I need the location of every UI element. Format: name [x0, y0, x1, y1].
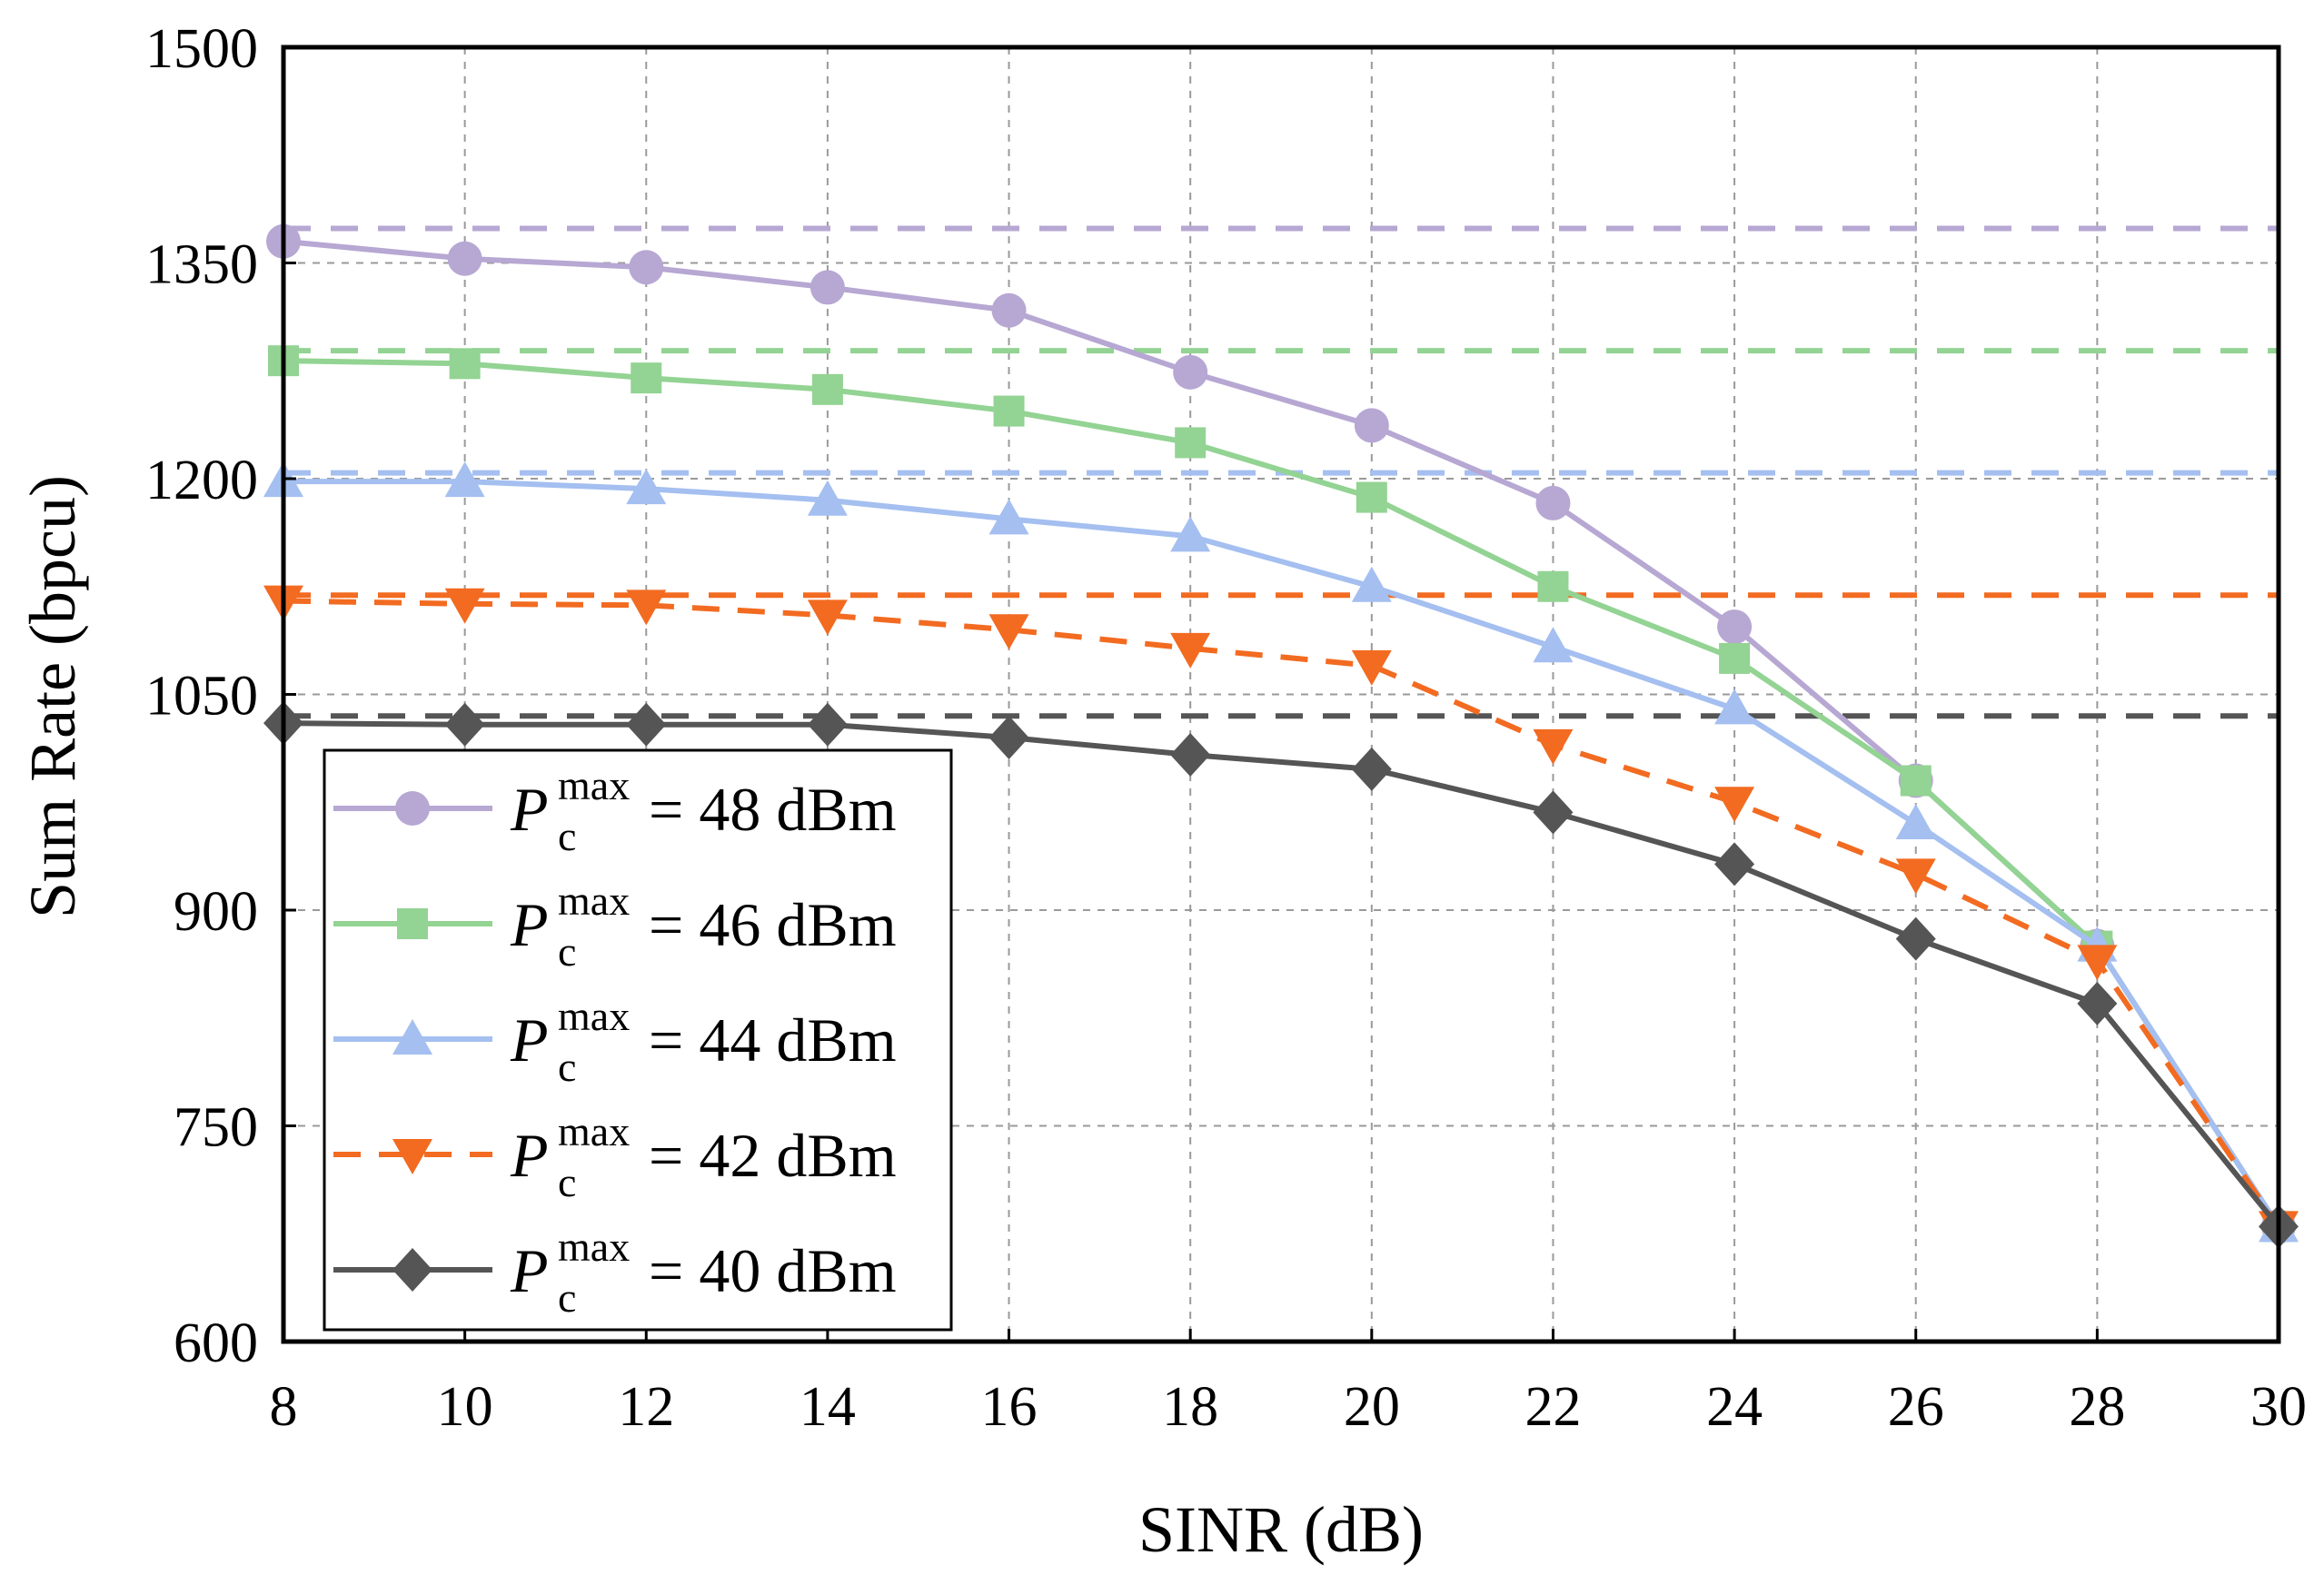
x-tick-label: 20 [1344, 1376, 1400, 1438]
data-point [812, 374, 843, 405]
y-tick-label: 600 [174, 1312, 258, 1374]
legend-subscript: c [558, 813, 576, 859]
data-point [810, 270, 845, 304]
y-tick-label: 1500 [145, 18, 258, 80]
y-tick-label: 750 [174, 1097, 258, 1159]
x-tick-label: 30 [2250, 1376, 2307, 1438]
legend-subscript: c [558, 1159, 576, 1205]
x-tick-label: 16 [981, 1376, 1038, 1438]
legend-value: = 40 dBm [649, 1236, 897, 1305]
y-tick-label: 1350 [145, 234, 258, 296]
data-point [448, 242, 482, 276]
y-tick-label: 1050 [145, 666, 258, 728]
data-point [994, 396, 1025, 427]
sum-rate-chart: 8 10 12 14 16 18 20 22 24 26 28 30 600 750 900 1050 1200… [0, 0, 2324, 1575]
legend-value: = 48 dBm [649, 775, 897, 844]
y-tick-label: 900 [174, 881, 258, 943]
data-point [450, 348, 481, 379]
legend-marker [397, 908, 428, 939]
data-point [1719, 643, 1750, 674]
legend-value: = 42 dBm [649, 1121, 897, 1190]
legend-superscript: max [558, 993, 630, 1039]
legend-superscript: max [558, 877, 630, 924]
legend-symbol: P [510, 775, 549, 844]
legend-subscript: c [558, 1274, 576, 1321]
legend: Pmaxc = 48 dBmP maxc = 46 dBmP maxc = 44 dBmP… [324, 750, 951, 1330]
legend-superscript: max [558, 762, 630, 808]
legend-symbol: P [510, 1236, 549, 1305]
x-tick-label: 14 [799, 1376, 856, 1438]
legend-value: = 44 dBm [649, 1005, 897, 1075]
data-point [1537, 571, 1568, 602]
x-tick-label: 28 [2069, 1376, 2125, 1438]
data-point [1901, 766, 1932, 797]
x-tick-label: 26 [1888, 1376, 1944, 1438]
x-tick-label: 8 [270, 1376, 298, 1438]
legend-value: = 46 dBm [649, 890, 897, 959]
x-tick-label: 12 [618, 1376, 674, 1438]
legend-symbol: P [510, 1005, 549, 1075]
legend-symbol: P [510, 890, 549, 959]
data-point [631, 362, 661, 393]
legend-superscript: max [558, 1223, 630, 1270]
data-point [1175, 427, 1206, 458]
legend-marker [395, 791, 430, 826]
data-point [1355, 408, 1389, 442]
x-tick-label: 24 [1706, 1376, 1763, 1438]
x-tick-label: 18 [1162, 1376, 1218, 1438]
x-tick-label: 10 [437, 1376, 493, 1438]
data-point [629, 250, 663, 284]
data-point [1173, 355, 1207, 390]
data-point [1535, 486, 1570, 520]
legend-symbol: P [510, 1121, 549, 1190]
y-tick-label: 1200 [145, 450, 258, 511]
legend-superscript: max [558, 1108, 630, 1154]
data-point [1717, 609, 1752, 644]
x-tick-label: 22 [1525, 1376, 1581, 1438]
x-axis-label: SINR (dB) [1138, 1493, 1424, 1566]
data-point [1356, 482, 1387, 513]
y-axis-label: Sum Rate (bpcu) [16, 475, 89, 918]
data-point [992, 293, 1027, 328]
legend-subscript: c [558, 1044, 576, 1090]
legend-subscript: c [558, 928, 576, 975]
